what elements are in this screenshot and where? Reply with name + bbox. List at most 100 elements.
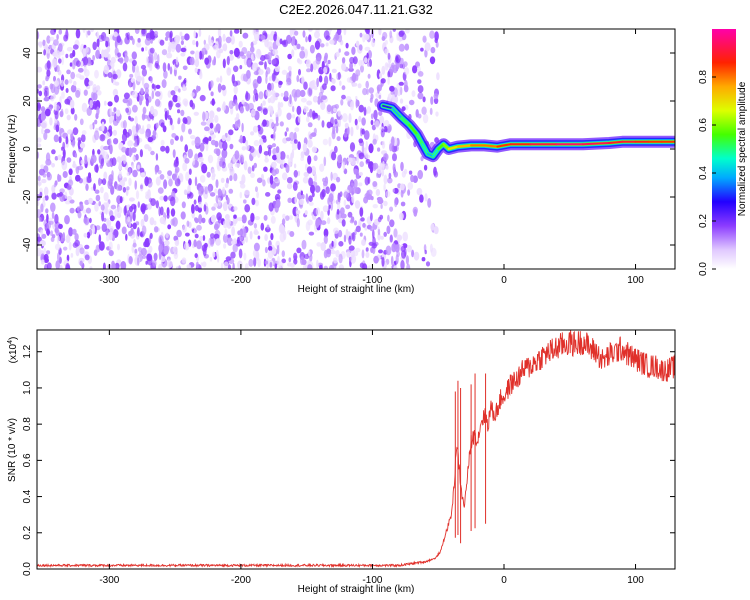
spectrogram-noise-cell [350, 126, 354, 137]
spectrogram-noise-cell [234, 150, 240, 160]
spectrogram-noise-cell [320, 242, 327, 251]
snr-y-label: SNR (10 * v/v) [7, 418, 18, 482]
spectrogram-noise-cell [37, 175, 41, 182]
spectrogram-y-ticks: -40 -20 0 20 40 [22, 47, 675, 252]
spectrogram-noise-cell [403, 84, 409, 93]
spectrogram-noise-cell [343, 29, 347, 36]
spectrogram-noise-cell [341, 62, 347, 71]
spectrogram-noise-cell [51, 211, 55, 219]
spectrogram-noise-cell [334, 118, 338, 125]
spectrogram-noise-cell [271, 143, 277, 148]
spectrogram-noise-cell [274, 65, 281, 73]
spectrogram-noise-cell [167, 115, 172, 120]
snr-x-label: Height of straight line (km) [298, 584, 415, 595]
spectrogram-noise-cell [434, 31, 439, 41]
spectrogram-noise-cell [68, 168, 73, 176]
spectrogram-noise-cell [356, 154, 359, 164]
spectrogram-noise-cell [153, 220, 157, 226]
spectrogram-noise-cell [184, 144, 188, 153]
spectrogram-noise-cell [182, 84, 186, 89]
spectrogram-noise-cell [128, 167, 131, 176]
spectrogram-noise-cell [70, 107, 75, 115]
spectrogram-noise-cell [296, 105, 302, 116]
spectrogram-noise-cell [338, 229, 343, 238]
spectrogram-noise-cell [94, 119, 98, 125]
spectrogram-noise-cell [103, 64, 110, 75]
spectrogram-noise-cell [108, 174, 114, 183]
spectrogram-noise-cell [304, 210, 308, 216]
spectrogram-noise-cell [363, 130, 370, 140]
spectrogram-noise-cell [128, 177, 132, 186]
spectrogram-noise-cell [135, 122, 139, 133]
spectrogram-noise-cell [122, 186, 127, 193]
spectrogram-noise-cell [401, 250, 407, 259]
x-tick-label: -300 [99, 275, 119, 286]
spectrogram-noise-cell [64, 215, 70, 225]
spectrogram-noise-cell [177, 265, 182, 269]
spectrogram-noise-cell [57, 154, 62, 161]
spectrogram-noise-cell [279, 121, 284, 127]
spectrogram-noise-cell [209, 256, 213, 262]
spectrogram-noise-cell [180, 47, 187, 53]
spectrogram-noise-cell [229, 50, 234, 55]
spectrogram-noise-cell [217, 29, 222, 37]
spectrogram-noise-cell [329, 29, 333, 32]
spectrogram-noise-cell [72, 228, 77, 235]
spectrogram-noise-cell [83, 69, 90, 77]
spectrogram-noise-cell [362, 88, 368, 96]
spectrogram-noise-cell [189, 56, 195, 66]
spectrogram-noise-cell [408, 99, 415, 106]
spectrogram-noise-cell [167, 260, 173, 269]
spectrogram-noise-cell [281, 40, 286, 45]
spectrogram-noise-cell [232, 124, 236, 128]
spectrogram-noise-cell [318, 75, 323, 83]
spectrogram-noise-cell [131, 125, 137, 134]
spectrogram-noise-cell [194, 253, 198, 259]
spectrogram-noise-cell [325, 248, 332, 258]
spectrogram-noise-cell [401, 106, 406, 112]
spectrogram-noise-cell [236, 113, 240, 120]
spectrogram-noise-cell [123, 177, 127, 182]
spectrogram-noise-cell [258, 69, 264, 75]
spectrogram-noise-cell [297, 141, 301, 151]
spectrogram-noise-cell [277, 189, 282, 194]
spectrogram-noise-cell [129, 73, 134, 78]
spectrogram-noise-cell [378, 94, 382, 100]
spectrogram-noise-cell [330, 85, 336, 92]
spectrogram-noise-cell [383, 183, 386, 192]
spectrogram-noise-cell [330, 116, 335, 124]
spectrogram-noise-cell [136, 42, 142, 48]
spectrogram-noise-cell [289, 231, 295, 237]
spectrogram-noise-cell [167, 170, 173, 177]
snr-y-multiplier: (x104) [7, 337, 19, 364]
spectrogram-noise-cell [248, 102, 254, 111]
spectrogram-noise-cell [392, 64, 398, 74]
spectrogram-noise-cell [51, 149, 56, 155]
spectrogram-noise-cell [358, 44, 363, 51]
spectrogram-noise-cell [128, 206, 134, 212]
spectrogram-noise-cell [361, 249, 365, 259]
spectrogram-noise-cell [158, 243, 164, 253]
spectrogram-noise-cell [278, 80, 283, 86]
spectrogram-signal-segment [581, 142, 611, 146]
spectrogram-noise-cell [204, 57, 210, 65]
x-tick-label: -100 [362, 275, 382, 286]
spectrogram-noise-cell [132, 38, 135, 45]
spectrogram-noise-cell [54, 243, 61, 251]
spectrogram-noise-cell [246, 57, 253, 68]
spectrogram-noise-cell [145, 132, 149, 139]
spectrogram-noise-cell [129, 35, 134, 41]
spectrogram-noise-cell [191, 204, 195, 214]
spectrogram-noise-cell [370, 119, 374, 126]
spectrogram-noise-cell [433, 170, 439, 178]
spectrogram-noise-cell [107, 101, 113, 107]
spectrogram-noise-cell [307, 155, 312, 165]
spectrogram-noise-cell [66, 114, 71, 121]
spectrogram-noise-cell [172, 217, 178, 227]
spectrogram-noise-cell [368, 161, 373, 166]
spectrogram-noise-cell [400, 201, 406, 207]
spectrogram-noise-cell [144, 46, 148, 51]
spectrogram-noise-cell [37, 137, 42, 143]
spectrogram-noise-cell [196, 224, 202, 231]
spectrogram-noise-cell [308, 250, 311, 257]
